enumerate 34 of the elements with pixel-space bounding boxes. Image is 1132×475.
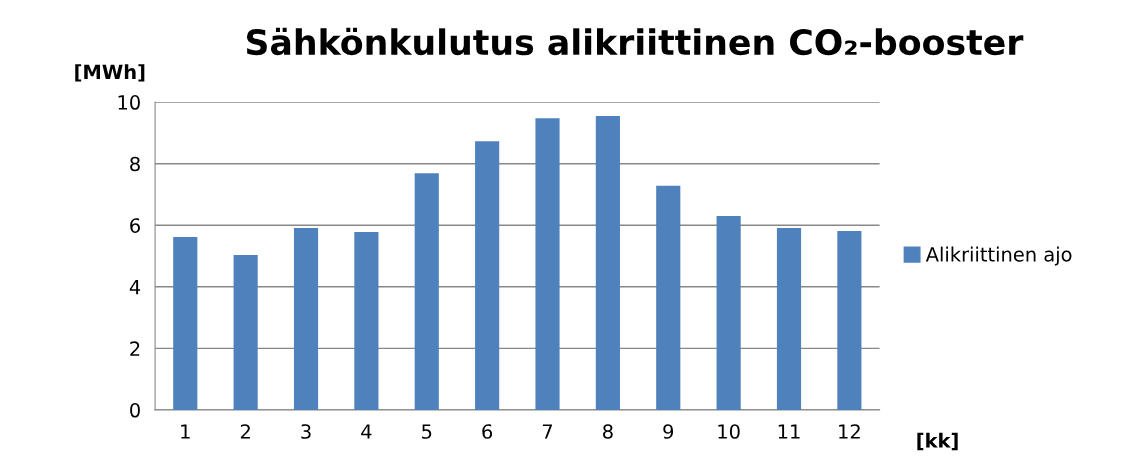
y-tick-label: 2 bbox=[130, 341, 140, 356]
legend-label: Alikriittinen ajo bbox=[925, 246, 1072, 266]
x-tick-label: 2 bbox=[240, 424, 250, 439]
bar bbox=[656, 185, 681, 410]
x-tick-label: 4 bbox=[361, 424, 372, 439]
x-tick-label: 8 bbox=[603, 424, 613, 439]
x-tick-label: 3 bbox=[301, 424, 311, 439]
x-tick-label: 10 bbox=[718, 424, 740, 439]
bar bbox=[776, 228, 802, 410]
y-tick-label: 10 bbox=[118, 95, 140, 110]
bar bbox=[354, 232, 379, 410]
bar bbox=[475, 141, 500, 410]
chart-title: Sähkönkulutus alikriittinen CO₂-booster bbox=[246, 27, 1024, 56]
x-tick-label: 7 bbox=[542, 424, 553, 439]
y-tick-label: 4 bbox=[129, 280, 141, 295]
y-tick-label: 8 bbox=[130, 156, 140, 172]
x-tick-label: 9 bbox=[663, 424, 674, 439]
x-tick-label: 12 bbox=[839, 424, 860, 439]
x-tick-label: 1 bbox=[181, 424, 190, 439]
x-axis-title: [kk] bbox=[917, 432, 958, 451]
bar bbox=[173, 236, 198, 410]
x-tick-label: 6 bbox=[482, 424, 493, 439]
x-tick-label: 11 bbox=[778, 424, 800, 439]
y-tick-label: 6 bbox=[130, 218, 140, 233]
bar bbox=[233, 255, 258, 410]
bar bbox=[293, 228, 319, 410]
x-tick-label: 5 bbox=[422, 424, 432, 439]
bar bbox=[595, 115, 620, 410]
bar bbox=[716, 216, 741, 410]
y-tick-label: 0 bbox=[130, 402, 140, 418]
bar bbox=[535, 118, 560, 410]
y-axis-title: [MWh] bbox=[75, 64, 145, 82]
bar bbox=[837, 231, 862, 410]
bar bbox=[414, 173, 439, 410]
